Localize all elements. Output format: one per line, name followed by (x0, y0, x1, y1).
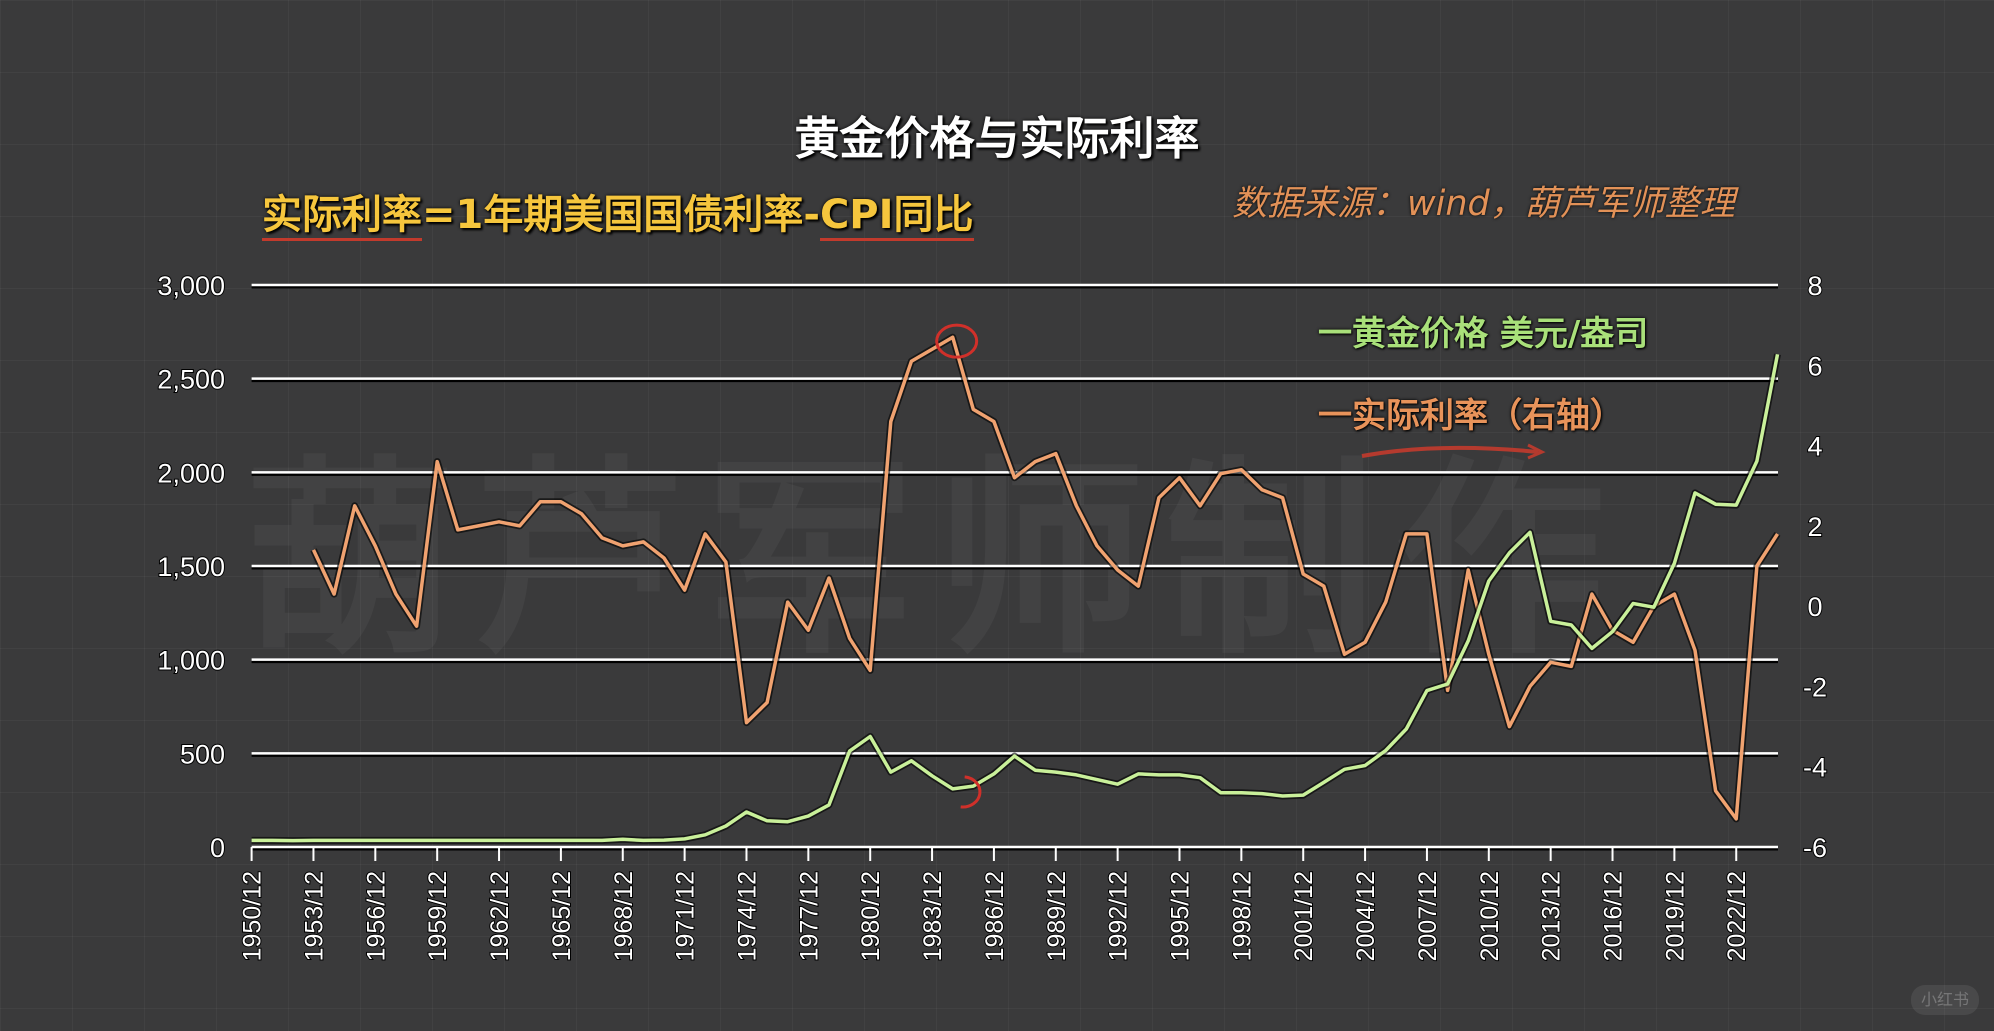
y-axis-right-tick: 6 (1807, 351, 1822, 381)
y-axis-right-tick: -2 (1803, 672, 1827, 702)
formula-term-real-rate: 实际利率 (262, 192, 422, 241)
x-axis-tick-label: 1965/12 (548, 871, 576, 961)
x-axis-tick-label: 1983/12 (919, 871, 947, 961)
x-axis-tick-label: 2007/12 (1414, 871, 1442, 961)
x-axis-tick-label: 1995/12 (1167, 871, 1195, 961)
x-axis-tick-label: 2016/12 (1600, 871, 1628, 961)
x-axis-tick-label: 1989/12 (1043, 871, 1071, 961)
legend-gold-price: 一黄金价格 美元/盎司 (1318, 306, 1648, 355)
gold-price-line (251, 353, 1780, 843)
x-axis-tick-label: 1986/12 (981, 871, 1009, 961)
x-axis-tick-label: 2019/12 (1661, 871, 1689, 961)
y-axis-left-tick: 2,500 (157, 365, 225, 395)
x-axis-tick-label: 1968/12 (610, 871, 638, 961)
y-axis-left-tick: 3,000 (157, 271, 225, 301)
legend-gold-label: 一黄金价格 美元/盎司 (1318, 314, 1649, 354)
x-axis-tick-label: 2004/12 (1352, 871, 1380, 961)
x-axis-tick-label: 1998/12 (1228, 871, 1256, 961)
legend-real-rate: 一实际利率（右轴） (1318, 388, 1624, 460)
x-axis-tick-label: 2001/12 (1290, 871, 1318, 961)
y-axis-right-tick: 4 (1807, 432, 1822, 462)
watermark-text: 葫芦军师制作 (245, 390, 1625, 694)
legend-rate-label: 一实际利率（右轴） (1318, 396, 1624, 436)
x-axis-tick-label: 1980/12 (857, 871, 885, 961)
annotation-circle-rate-peak (935, 323, 979, 359)
y-axis-left-tick: 0 (210, 833, 225, 863)
data-source-note: 数据来源：wind，葫芦军师整理 (1232, 184, 1735, 224)
real-rate-line (311, 335, 1779, 821)
y-axis-left-tick: 1,500 (157, 552, 225, 582)
y-axis-right-tick: 2 (1807, 512, 1822, 542)
x-axis-tick-label: 2010/12 (1476, 871, 1504, 961)
x-axis-tick-label: 1971/12 (672, 871, 700, 961)
y-axis-left-tick: 1,000 (157, 646, 225, 676)
y-axis-right-tick: -4 (1803, 753, 1827, 783)
formula-subtitle: 实际利率=1年期美国国债利率-CPI同比 (262, 182, 974, 241)
x-axis-tick-label: 1953/12 (300, 871, 328, 961)
x-axis-tick-label: 1962/12 (486, 871, 514, 961)
x-axis-tick-label: 1956/12 (362, 871, 390, 961)
x-axis-tick-label: 1974/12 (733, 871, 761, 961)
annotation-circle-gold-low (960, 775, 982, 809)
x-axis-tick-label: 2013/12 (1538, 871, 1566, 961)
x-axis-tick-label: 1950/12 (239, 871, 267, 961)
x-axis-tick-label: 1992/12 (1105, 871, 1133, 961)
formula-definition: =1年期美国国债利率- (422, 192, 820, 238)
y-axis-right-tick: 0 (1807, 592, 1822, 622)
x-axis-tick-label: 1959/12 (424, 871, 452, 961)
chart-title: 黄金价格与实际利率 (794, 112, 1200, 165)
y-axis-right-tick: -6 (1803, 833, 1827, 863)
y-axis-right-tick: 8 (1807, 271, 1822, 301)
arrow-right-icon (1361, 443, 1546, 460)
formula-term-cpi: CPI同比 (819, 192, 974, 241)
x-axis-tick-label: 2022/12 (1723, 871, 1751, 961)
y-axis-left-tick: 2,000 (157, 458, 225, 488)
xiaohongshu-badge: 小红书 (1911, 985, 1979, 1015)
x-axis-tick-label: 1977/12 (795, 871, 823, 961)
y-axis-left-tick: 500 (180, 739, 225, 769)
